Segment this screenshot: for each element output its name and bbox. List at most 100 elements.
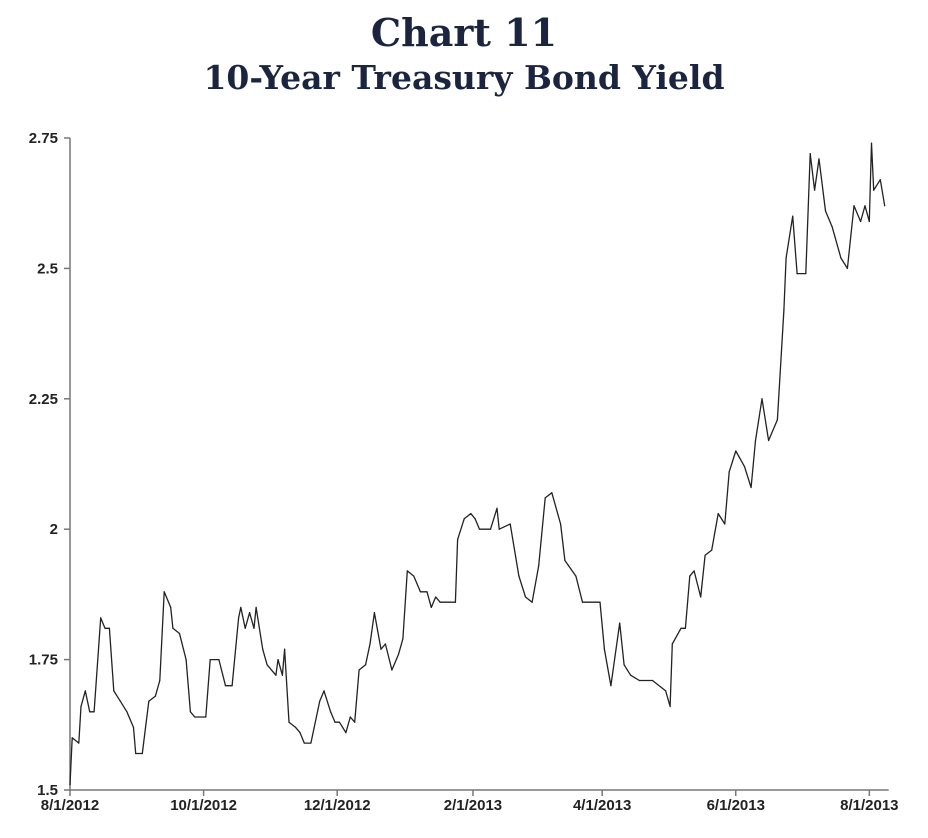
- data-point: [224, 685, 227, 687]
- data-point: [172, 627, 174, 629]
- data-point: [805, 273, 807, 275]
- data-point: [651, 679, 654, 682]
- data-point: [255, 606, 257, 609]
- chart-area: 2.75 2.5 2.25 2 1.75 1.58/1/2012 10/1/2012 12/1…: [29, 130, 899, 814]
- data-point: [750, 486, 752, 489]
- data-point: [761, 398, 763, 400]
- data-point: [435, 596, 437, 598]
- data-point: [89, 711, 91, 713]
- data-point: [859, 220, 862, 223]
- data-point: [426, 591, 428, 593]
- data-point: [868, 220, 870, 223]
- data-point: [78, 742, 80, 744]
- data-point: [205, 716, 207, 718]
- data-point: [623, 664, 625, 666]
- data-point: [735, 450, 737, 452]
- x-tick-label: 12/1/2012: [304, 797, 371, 814]
- data-point: [470, 512, 472, 515]
- data-point: [358, 669, 360, 671]
- data-point: [853, 205, 855, 207]
- data-point: [743, 466, 746, 468]
- x-tick-label: 4/1/2013: [573, 797, 631, 814]
- data-point: [406, 570, 408, 572]
- data-point: [454, 601, 457, 603]
- data-point: [544, 497, 546, 499]
- data-point: [159, 679, 161, 682]
- data-point: [419, 591, 421, 593]
- chart-subtitle: 10-Year Treasury Bond Yield: [203, 58, 725, 97]
- data-point: [671, 643, 673, 645]
- data-point: [864, 205, 866, 207]
- data-point: [218, 659, 220, 661]
- data-point: [610, 685, 612, 687]
- data-point: [277, 659, 279, 661]
- data-point: [413, 575, 415, 577]
- data-point: [384, 643, 386, 645]
- data-point: [194, 716, 196, 718]
- data-point: [334, 721, 336, 723]
- data-point: [724, 523, 726, 525]
- data-point: [700, 596, 702, 598]
- y-tick-label: 1.75: [29, 652, 58, 669]
- data-point: [209, 659, 211, 661]
- data-point: [338, 721, 340, 723]
- data-point: [238, 617, 240, 619]
- data-point: [299, 732, 301, 734]
- data-point: [809, 153, 811, 155]
- data-point: [824, 210, 827, 212]
- data-point: [630, 674, 632, 676]
- data-point: [93, 711, 95, 713]
- x-tick-label: 10/1/2012: [170, 797, 237, 814]
- data-point: [154, 695, 157, 697]
- x-tick-label: 8/1/2012: [41, 797, 99, 814]
- data-point: [518, 575, 520, 577]
- data-point: [870, 142, 873, 144]
- data-point: [754, 439, 757, 442]
- data-point: [669, 705, 671, 708]
- data-point: [163, 591, 165, 593]
- data-point: [240, 606, 242, 609]
- data-point: [538, 565, 540, 567]
- data-point: [728, 471, 730, 473]
- data-point: [704, 554, 706, 556]
- data-point: [80, 705, 82, 708]
- data-point: [330, 711, 332, 713]
- data-point: [354, 721, 356, 723]
- data-point: [439, 601, 441, 603]
- data-point: [380, 648, 382, 650]
- data-point: [69, 784, 71, 786]
- data-point: [665, 690, 667, 692]
- data-point: [135, 752, 137, 755]
- data-point: [104, 627, 106, 629]
- data-point: [524, 596, 527, 598]
- data-point: [253, 627, 255, 629]
- data-point: [840, 257, 842, 259]
- data-point: [345, 732, 347, 734]
- chart-title: Chart 11: [370, 10, 558, 55]
- data-point: [638, 679, 641, 682]
- data-point: [310, 742, 312, 744]
- y-tick-label: 2.25: [29, 391, 58, 408]
- data-point: [71, 737, 73, 739]
- data-point: [303, 742, 305, 744]
- data-point: [796, 273, 798, 275]
- x-tick-label: 8/1/2013: [840, 797, 898, 814]
- data-point: [463, 518, 465, 520]
- data-point: [489, 528, 492, 530]
- data-point: [148, 700, 150, 702]
- data-point: [531, 601, 533, 603]
- data-point: [323, 690, 325, 692]
- data-point: [262, 648, 264, 650]
- data-point: [319, 700, 321, 702]
- data-point: [100, 617, 102, 619]
- data-point: [113, 690, 115, 692]
- data-point: [474, 518, 476, 520]
- data-point: [498, 528, 500, 530]
- plot-area: [69, 142, 886, 786]
- data-point: [402, 638, 404, 640]
- data-point: [509, 523, 511, 525]
- data-point: [551, 492, 553, 494]
- data-point: [693, 570, 695, 572]
- data-point: [717, 512, 719, 515]
- y-tick-label: 1.5: [37, 782, 58, 799]
